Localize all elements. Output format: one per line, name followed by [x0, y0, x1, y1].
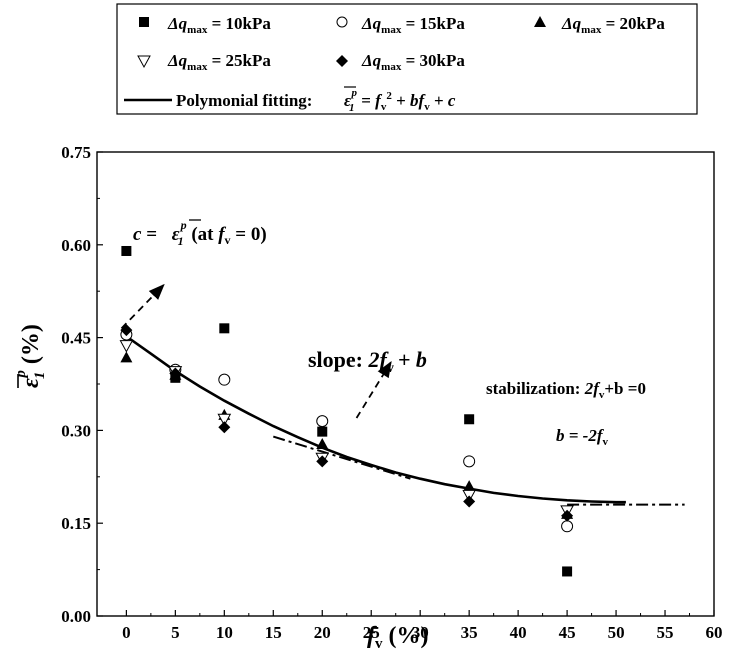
annotation-b: b = -2fv	[556, 426, 609, 448]
fit-curve-group	[125, 335, 626, 504]
legend-fit-equation: ε1p = fv2 + bfv + c	[344, 87, 456, 114]
legend-label-30kpa: Δqmax = 30kPa	[361, 51, 465, 73]
annotation-arrow	[120, 283, 165, 329]
y-tick-label: 0.30	[61, 421, 91, 440]
legend-label-25kpa: Δqmax = 25kPa	[167, 51, 271, 73]
data-point-triangle-up-filled	[316, 438, 329, 450]
data-point-triangle-down-open	[217, 413, 232, 427]
data-point-square-filled	[562, 566, 573, 577]
data-point-diamond-filled	[463, 495, 476, 508]
legend-marker-25kpa	[137, 55, 151, 69]
data-point-diamond-filled	[218, 421, 231, 434]
legend-label-20kpa: Δqmax = 20kPa	[561, 14, 665, 36]
guide-lines	[120, 283, 685, 506]
data-point-square-filled	[219, 323, 230, 334]
legend-label-10kpa: Δqmax = 10kPa	[167, 14, 271, 36]
x-tick-label: 10	[216, 623, 233, 642]
data-point-diamond-filled	[169, 367, 182, 380]
plot-area: 0 5 10 15 20 25 30 35 40 45 50 55 60 0.00 0.15 0.30 0.4…	[61, 143, 722, 642]
data-point-circle-open	[561, 520, 574, 533]
x-ticks: 0 5 10 15 20 25 30 35 40 45 50 55 60	[122, 610, 723, 642]
x-tick-label: 50	[608, 623, 625, 642]
annotation-stabilization: stabilization: 2fv+b =0	[486, 379, 646, 401]
data-point-triangle-down-open	[119, 340, 134, 353]
data-points	[119, 245, 574, 577]
x-tick-label: 35	[461, 623, 478, 642]
x-tick-label: 25	[363, 623, 380, 642]
data-point-diamond-filled	[316, 455, 329, 468]
data-point-circle-open	[463, 455, 476, 468]
tangent-line	[272, 435, 411, 480]
legend-fit-label: Polymonial fitting:	[176, 91, 312, 110]
x-tick-label: 0	[122, 623, 131, 642]
data-point-square-filled	[121, 245, 132, 256]
svg-text:ε1p (%): ε1p (%)	[13, 324, 48, 388]
legend-marker-10kpa	[139, 17, 149, 27]
x-tick-label: 20	[314, 623, 331, 642]
data-point-diamond-filled	[120, 324, 133, 337]
annotation-c: c = ε1p (at fv = 0)	[133, 218, 267, 248]
x-tick-label: 15	[265, 623, 282, 642]
fit-curve	[125, 335, 626, 504]
legend-marker-20kpa	[534, 16, 546, 27]
data-point-triangle-up-filled	[463, 480, 476, 492]
x-axis-label: fv (%)	[367, 623, 428, 650]
y-tick-label: 0.00	[61, 607, 91, 626]
data-point-circle-open	[218, 373, 231, 386]
y-tick-label: 0.60	[61, 236, 91, 255]
x-tick-label: 45	[559, 623, 576, 642]
data-point-diamond-filled	[561, 509, 574, 522]
data-point-square-filled	[464, 414, 475, 425]
x-tick-label: 30	[412, 623, 429, 642]
legend-box	[116, 3, 698, 115]
legend: Δqmax = 10kPa Δqmax = 15kPa Δqmax = 20kP…	[116, 3, 698, 115]
y-tick-label: 0.75	[61, 143, 91, 162]
legend-marker-15kpa	[336, 16, 348, 28]
y-ticks: 0.00 0.15 0.30 0.45 0.60 0.75	[61, 143, 103, 626]
y-tick-label: 0.15	[61, 514, 91, 533]
y-tick-label: 0.45	[61, 329, 91, 348]
legend-label-15kpa: Δqmax = 15kPa	[361, 14, 465, 36]
data-point-triangle-up-filled	[120, 351, 133, 363]
legend-marker-30kpa	[336, 55, 348, 67]
annotation-arrow	[355, 360, 392, 419]
x-tick-label: 40	[510, 623, 527, 642]
data-point-circle-open	[316, 415, 329, 428]
x-tick-label: 55	[657, 623, 674, 642]
y-axis-label: ε1p (%)	[13, 324, 48, 388]
x-tick-label: 5	[171, 623, 180, 642]
data-point-square-filled	[317, 426, 328, 437]
x-tick-label: 60	[706, 623, 723, 642]
annotation-slope: slope: 2fv + b	[308, 347, 427, 376]
